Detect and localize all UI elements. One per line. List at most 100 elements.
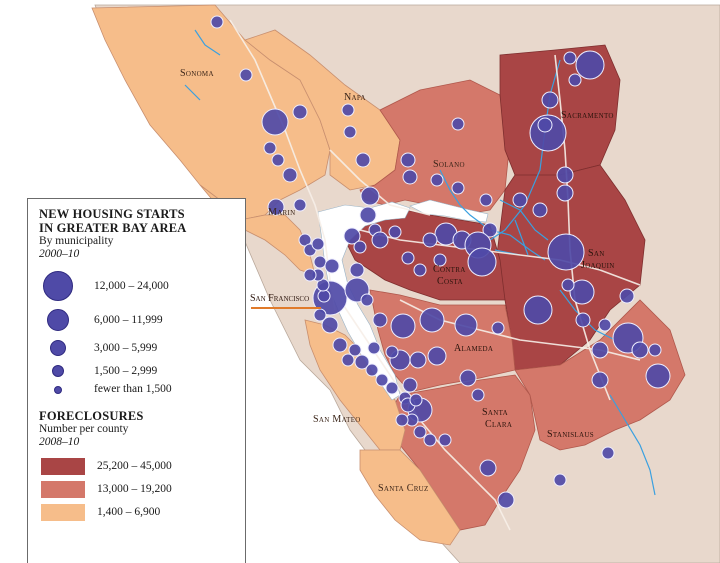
housing-bubble xyxy=(292,104,308,120)
housing-bubble xyxy=(348,343,362,357)
san-francisco-leader-line xyxy=(251,307,321,309)
label-san-francisco: San Francisco xyxy=(250,293,310,304)
foreclosure-legend: 25,200 – 45,000 13,000 – 19,200 1,400 – … xyxy=(39,449,235,521)
label-stanislaus: Stanislaus xyxy=(547,429,594,440)
housing-bubble xyxy=(303,268,317,282)
foreclosure-swatch-1 xyxy=(41,458,85,475)
housing-bubble xyxy=(341,103,355,117)
legend-housing-title-2: in Greater Bay Area xyxy=(39,221,187,235)
housing-bubble xyxy=(427,346,447,366)
label-santa-clara-2: Clara xyxy=(485,419,512,430)
label-san-joaquin-2: Joaquin xyxy=(581,260,615,271)
housing-bubble xyxy=(422,232,438,248)
housing-bubble xyxy=(512,192,528,208)
housing-bubble xyxy=(409,393,423,407)
housing-bubble xyxy=(317,289,331,303)
housing-bubble xyxy=(575,312,591,328)
housing-bubble xyxy=(556,166,574,184)
housing-bubble xyxy=(479,193,493,207)
housing-bubble xyxy=(537,117,553,133)
label-contra-costa-2: Costa xyxy=(437,276,463,287)
legend-foreclosures-title: Foreclosures xyxy=(39,409,144,423)
housing-bubble xyxy=(395,413,409,427)
housing-bubble xyxy=(375,373,389,387)
housing-bubble xyxy=(471,388,485,402)
housing-bubble xyxy=(409,351,427,369)
housing-bubble xyxy=(438,433,452,447)
housing-bubble xyxy=(568,73,582,87)
housing-bubble xyxy=(354,354,370,370)
label-san-joaquin-1: San xyxy=(588,248,605,259)
foreclosure-swatch-2 xyxy=(41,481,85,498)
housing-bubble xyxy=(343,227,361,245)
foreclosure-label-3: 1,400 – 6,900 xyxy=(97,506,161,518)
housing-bubble xyxy=(388,225,402,239)
housing-bubble xyxy=(321,316,339,334)
legend-housing-by: By municipality xyxy=(39,235,114,247)
housing-bubble xyxy=(341,353,355,367)
housing-bubble xyxy=(349,262,365,278)
housing-bubble xyxy=(491,321,505,335)
housing-bubble xyxy=(365,363,379,377)
bubble-size-label-5: fewer than 1,500 xyxy=(94,383,172,395)
county-san-mateo xyxy=(304,319,406,451)
housing-bubble xyxy=(598,318,612,332)
housing-bubble xyxy=(569,279,595,305)
housing-bubble xyxy=(355,152,371,168)
housing-bubble xyxy=(311,237,325,251)
housing-bubble xyxy=(497,491,515,509)
bubble-size-label-3: 3,000 – 5,999 xyxy=(94,342,158,354)
legend: New Housing Starts in Greater Bay Area B… xyxy=(27,198,246,563)
bubble-size-label-2: 6,000 – 11,999 xyxy=(94,314,163,326)
county-labels: Sonoma Napa Solano Sacramento Marin San … xyxy=(180,68,615,494)
housing-bubble xyxy=(482,222,498,238)
housing-bubble xyxy=(619,288,635,304)
housing-bubble xyxy=(547,233,585,271)
housing-bubble xyxy=(360,186,380,206)
housing-bubble xyxy=(324,258,340,274)
housing-bubble xyxy=(267,198,285,216)
housing-bubble xyxy=(413,263,427,277)
legend-housing-years: 2000–10 xyxy=(39,248,80,260)
housing-bubble xyxy=(459,369,477,387)
housing-bubble xyxy=(631,341,649,359)
housing-bubble xyxy=(343,125,357,139)
label-santa-clara-1: Santa xyxy=(482,407,508,418)
bubble-size-label-4: 1,500 – 2,999 xyxy=(94,365,158,377)
legend-foreclosures-years: 2008–10 xyxy=(39,436,80,448)
label-santa-cruz: Santa Cruz xyxy=(378,483,429,494)
housing-bubble xyxy=(390,313,416,339)
housing-bubble xyxy=(210,15,224,29)
housing-bubble xyxy=(433,253,447,267)
housing-bubble xyxy=(261,108,289,136)
bubble-size-3 xyxy=(50,340,66,356)
bubble-size-label-1: 12,000 – 24,000 xyxy=(94,280,169,292)
housing-bubble xyxy=(353,240,367,254)
label-contra-costa-1: Contra xyxy=(433,264,466,275)
housing-bubble xyxy=(413,425,427,439)
label-alameda: Alameda xyxy=(454,343,493,354)
housing-bubble xyxy=(556,184,574,202)
housing-bubble xyxy=(282,167,298,183)
foreclosure-label-1: 25,200 – 45,000 xyxy=(97,460,172,472)
legend-foreclosures-by: Number per county xyxy=(39,423,129,435)
housing-bubble xyxy=(451,181,465,195)
housing-bubble xyxy=(359,206,377,224)
housing-bubble xyxy=(601,446,615,460)
housing-bubble xyxy=(645,363,671,389)
delta-water xyxy=(409,199,489,223)
housing-bubble xyxy=(467,247,497,277)
label-solano: Solano xyxy=(433,159,465,170)
housing-bubble xyxy=(419,307,445,333)
foreclosure-swatch-3 xyxy=(41,504,85,521)
housing-bubble xyxy=(371,231,389,249)
housing-bubble xyxy=(423,433,437,447)
housing-bubble xyxy=(239,68,253,82)
housing-bubble xyxy=(479,459,497,477)
housing-bubble xyxy=(293,198,307,212)
county-santa-cruz xyxy=(359,449,461,546)
bubble-size-1 xyxy=(43,271,73,301)
bubble-size-5 xyxy=(54,386,62,394)
housing-bubble xyxy=(430,173,444,187)
